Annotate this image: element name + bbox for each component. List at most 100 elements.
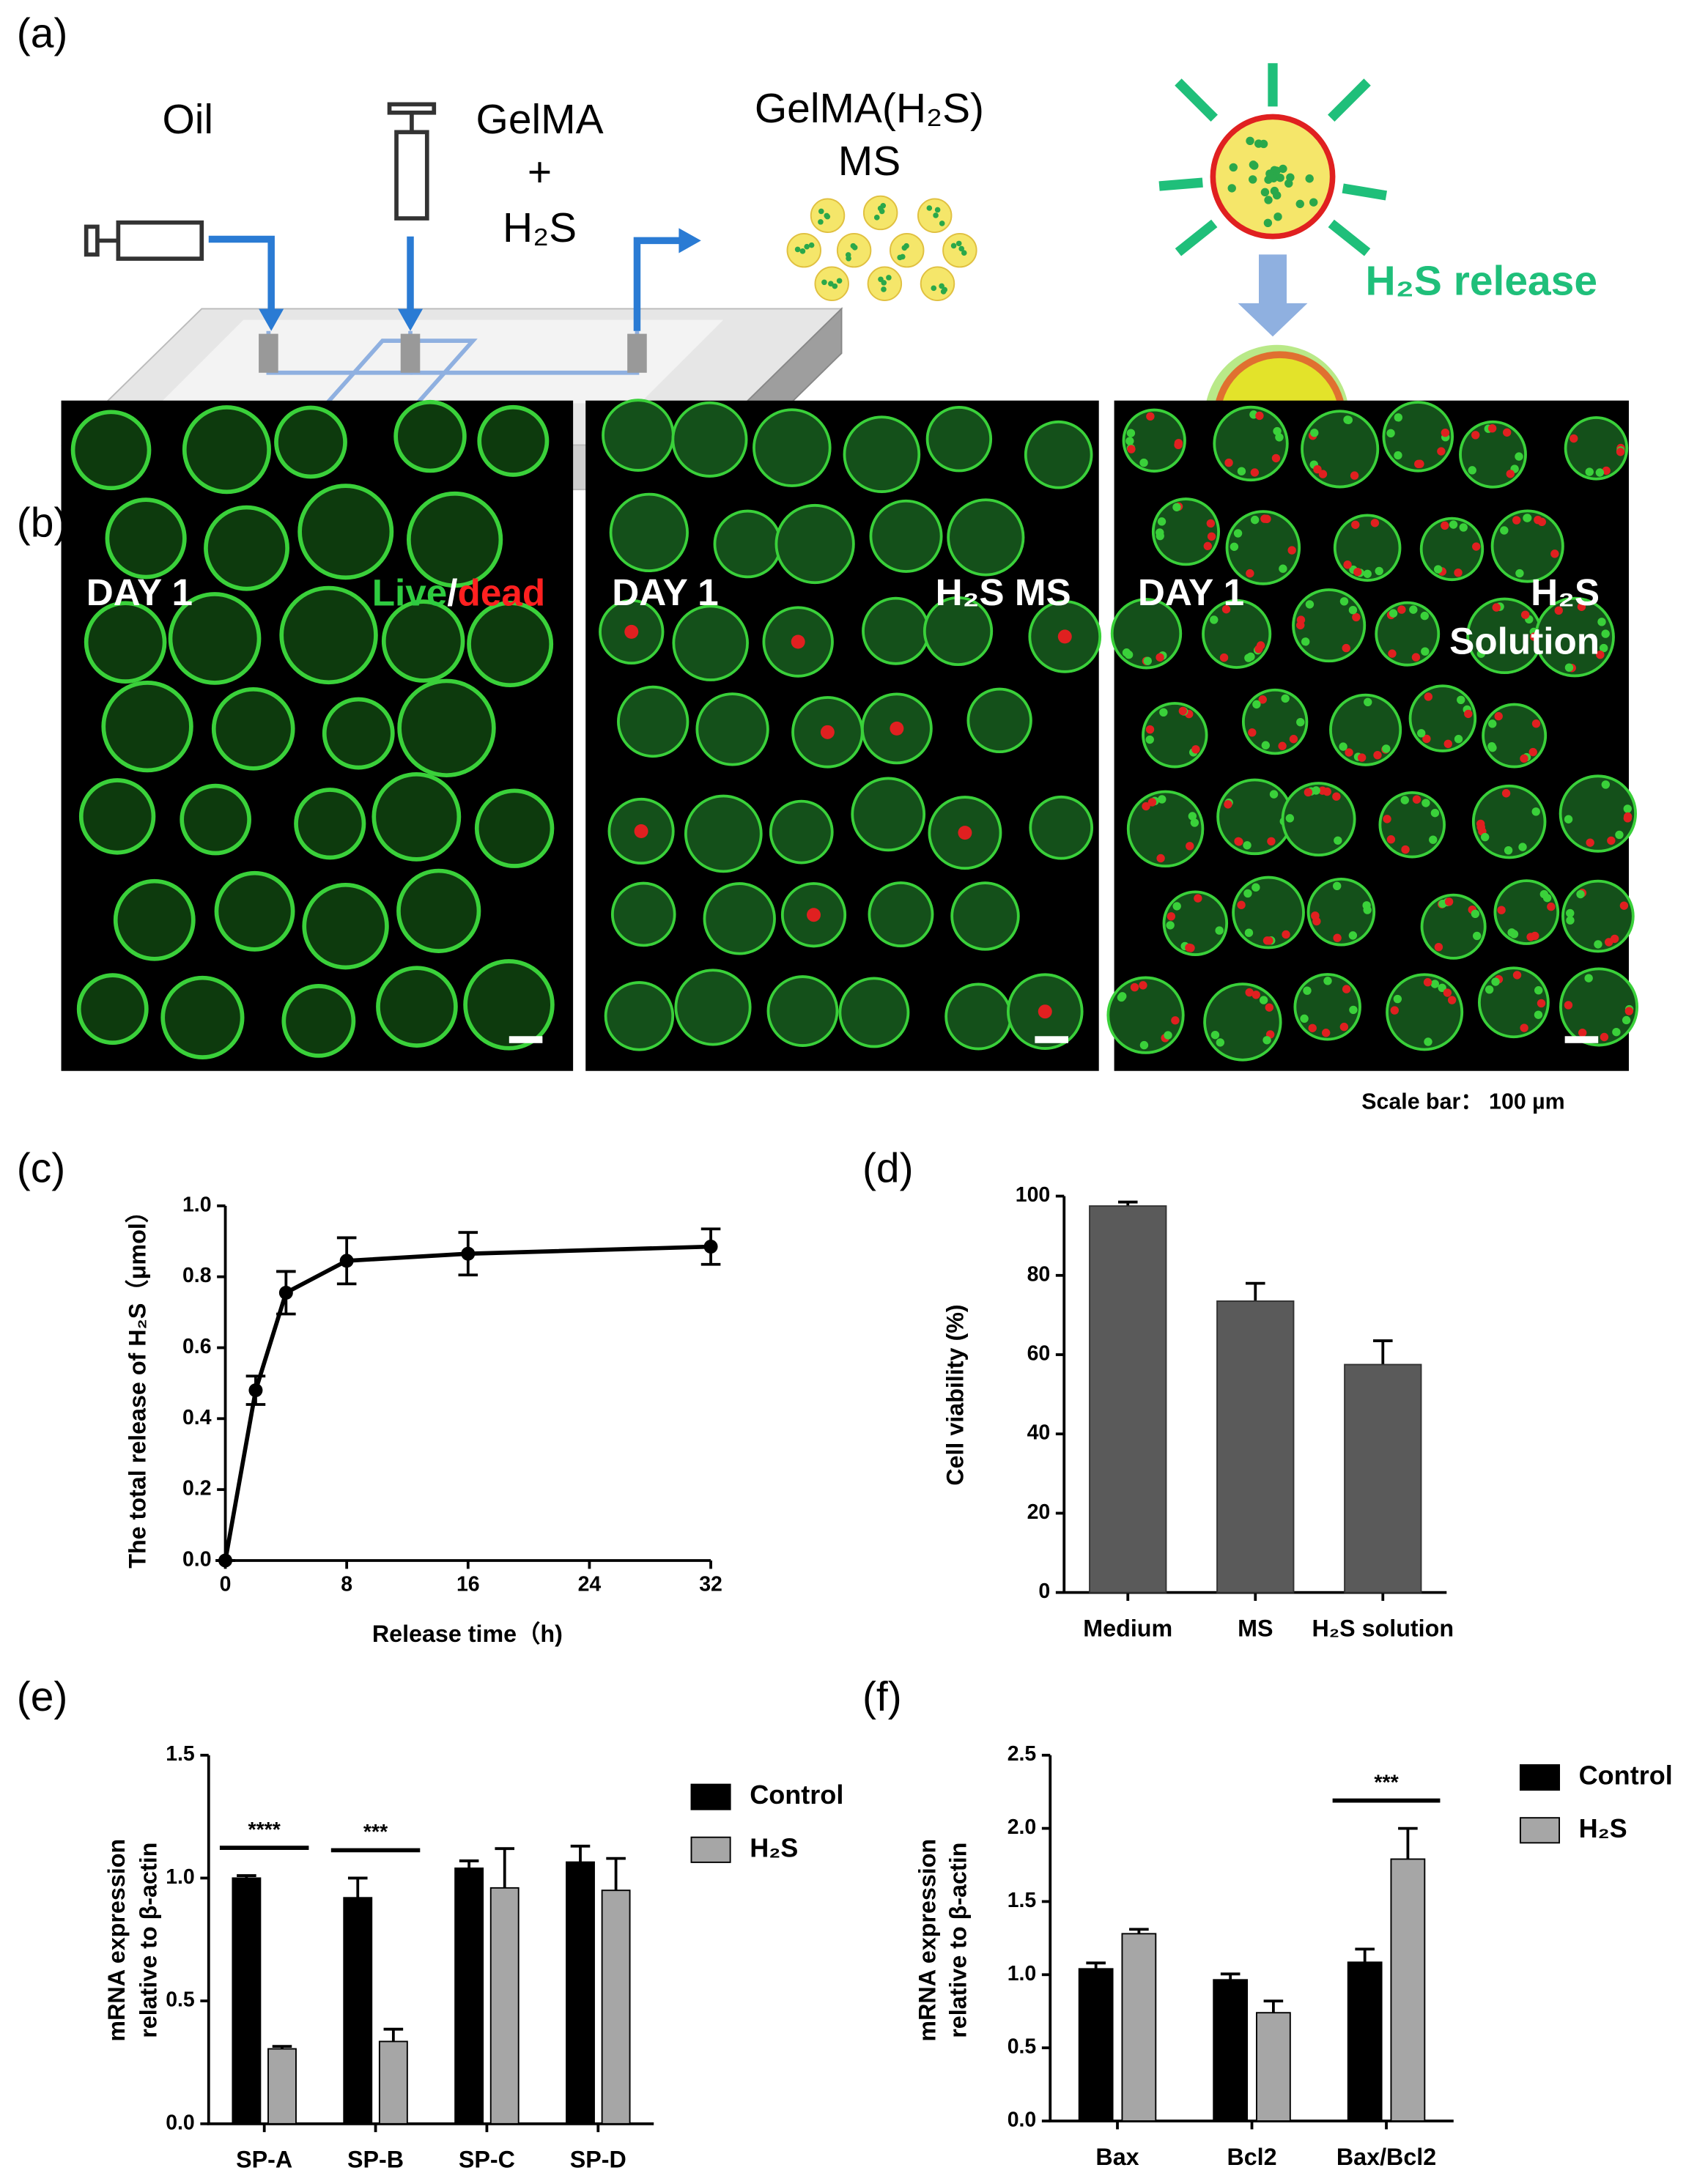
dead-cell	[1624, 1007, 1634, 1015]
panel-label: (c)	[17, 1144, 65, 1191]
dot	[845, 252, 851, 258]
y-tick-label: 2.0	[1008, 1815, 1037, 1839]
cell-sphere	[1419, 517, 1485, 582]
microsphere	[890, 232, 925, 268]
dead-cell	[1420, 611, 1429, 621]
dead-cell	[1245, 988, 1254, 997]
dead-cell	[1509, 930, 1519, 939]
y-tick-label: 60	[1027, 1342, 1051, 1366]
cell-sphere	[753, 408, 832, 487]
dead-cell	[1438, 899, 1447, 908]
dead-cell	[1497, 906, 1506, 914]
dead-cell	[1444, 897, 1454, 906]
dead-cell	[1447, 996, 1457, 1004]
cell-sphere	[204, 505, 289, 591]
cell-sphere	[868, 881, 934, 947]
dot	[1259, 139, 1268, 149]
dot	[1276, 173, 1284, 182]
arrow	[1175, 219, 1218, 256]
cell-sphere	[467, 601, 554, 688]
dead-cell	[1487, 741, 1496, 751]
dead-cell	[791, 634, 805, 649]
dot	[836, 278, 843, 284]
dead-cell	[1172, 503, 1181, 511]
dead-cell	[1334, 836, 1342, 845]
legend-swatch	[1519, 1817, 1561, 1844]
micrograph-label: H₂S MS	[936, 571, 1071, 613]
dead-cell	[1158, 795, 1167, 804]
legend-swatch	[690, 1783, 731, 1810]
dead-cell	[634, 823, 648, 838]
y-axis-label: relative to β-actin	[136, 1843, 162, 2038]
dead-cell	[1537, 517, 1547, 527]
legend-swatch	[1519, 1764, 1561, 1791]
dot	[1260, 188, 1270, 197]
dead-cell	[1584, 974, 1593, 982]
dead-cell	[1350, 471, 1359, 480]
micrograph-label: H₂S	[1531, 571, 1600, 613]
bar	[1121, 1933, 1157, 2122]
y-tick-label: 0.0	[166, 2111, 195, 2134]
cell-sphere	[947, 498, 1025, 577]
dead-cell	[1310, 429, 1319, 437]
y-axis-label: relative to β-actin	[944, 1843, 971, 2038]
x-axis-label: Release time（h)	[372, 1621, 563, 1647]
dead-cell	[1512, 516, 1521, 525]
cell-sphere	[376, 966, 458, 1048]
cell-sphere	[180, 783, 251, 856]
cell-sphere	[1559, 967, 1639, 1047]
cell-sphere	[463, 959, 555, 1051]
dead-cell	[1186, 944, 1195, 952]
cell-sphere	[610, 881, 676, 947]
dead-cell	[1389, 609, 1398, 618]
dot	[958, 245, 965, 252]
dot	[1249, 160, 1258, 169]
cell-sphere	[84, 601, 167, 684]
dead-cell	[1503, 428, 1512, 437]
dead-cell	[1388, 649, 1397, 658]
cell-sphere	[1559, 774, 1637, 853]
dead-cell	[1468, 466, 1476, 475]
dead-cell	[1215, 926, 1224, 935]
panel-label: (d)	[862, 1144, 914, 1191]
bar	[1390, 1858, 1426, 2122]
dead-cell	[1219, 653, 1229, 662]
dead-cell	[1542, 893, 1552, 903]
cell-sphere	[406, 491, 503, 588]
dead-cell	[1424, 1037, 1432, 1046]
cell-sphere	[1126, 790, 1205, 868]
dead-cell	[1520, 1023, 1528, 1032]
y-tick-label: 0.0	[182, 1547, 212, 1571]
dead-cell	[1303, 986, 1312, 995]
significance-label: ***	[363, 1821, 388, 1844]
dead-cell	[1261, 741, 1270, 749]
point	[461, 1246, 476, 1261]
cell-sphere	[294, 788, 366, 860]
dead-cell	[1622, 1015, 1631, 1025]
dead-cell	[1250, 468, 1260, 477]
dead-cell	[1373, 750, 1382, 760]
dead-cell	[1596, 650, 1605, 659]
cell-sphere	[869, 499, 943, 573]
bar	[1216, 1300, 1295, 1593]
bar	[1078, 1968, 1114, 2122]
dot	[1246, 136, 1254, 146]
micrograph-label: Live/dead	[372, 571, 545, 613]
y-axis-label: mRNA expression	[914, 1839, 941, 2042]
bar	[454, 1867, 484, 2125]
cell-sphere	[1378, 791, 1446, 859]
dead-cell	[1038, 1004, 1052, 1019]
cell-sphere	[322, 697, 395, 770]
dead-cell	[1145, 735, 1154, 744]
dead-cell	[1235, 837, 1243, 846]
dead-cell	[1537, 999, 1546, 1008]
dead-cell	[1273, 426, 1282, 436]
dot	[1264, 196, 1273, 204]
cell-sphere	[182, 405, 271, 495]
dead-cell	[1520, 754, 1528, 763]
dead-cell	[1156, 653, 1164, 662]
dot	[1263, 218, 1273, 227]
x-tick-label: MS	[1238, 1615, 1273, 1641]
x-tick-label: 0	[220, 1573, 232, 1596]
